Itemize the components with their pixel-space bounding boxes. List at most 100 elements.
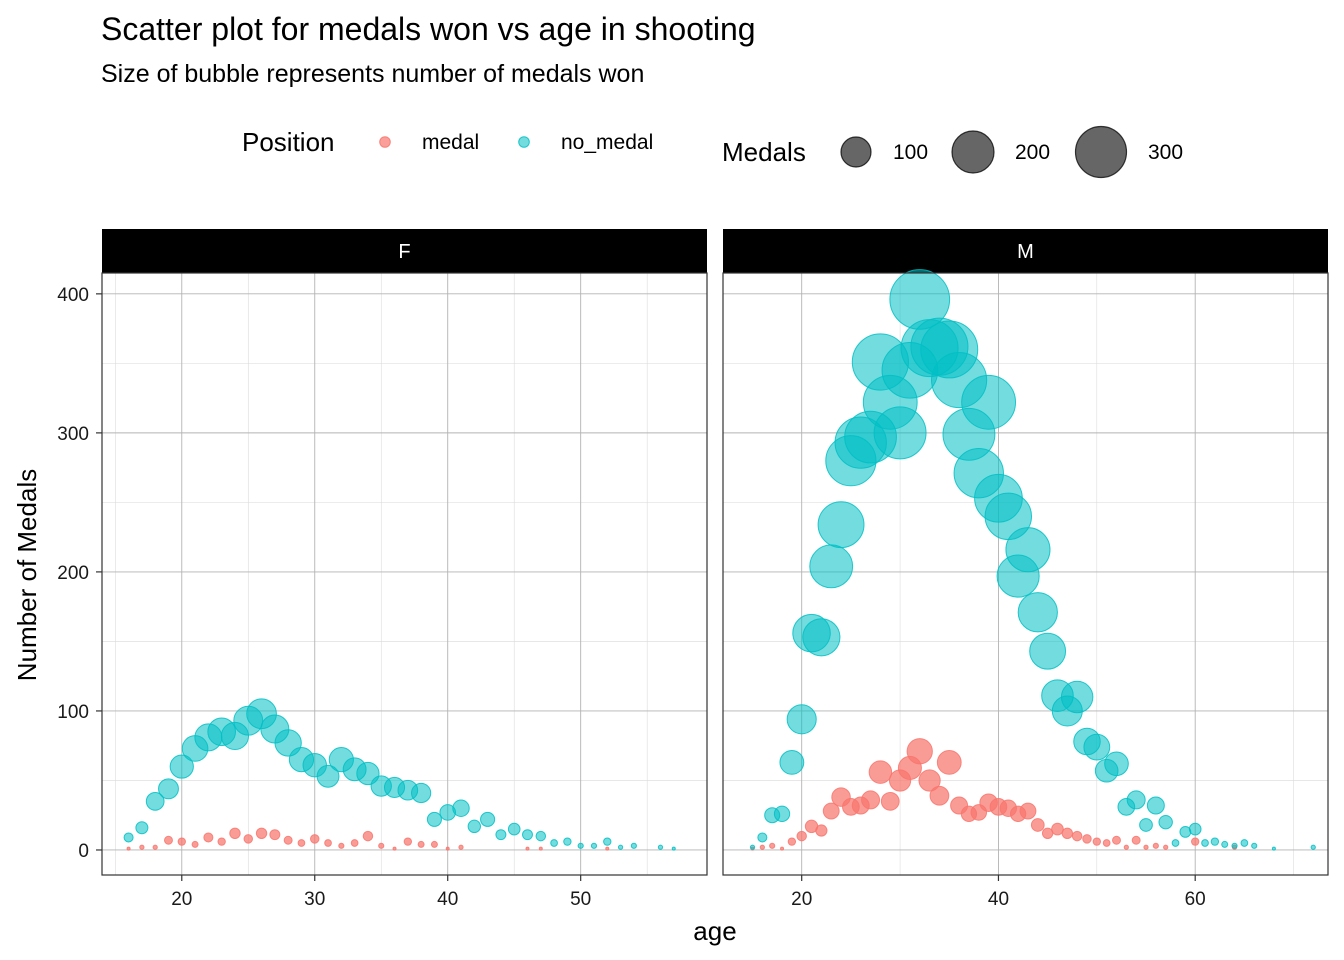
data-point-no-medal <box>825 435 877 487</box>
data-point-no-medal <box>426 811 442 827</box>
data-point-no-medal <box>1139 818 1153 832</box>
data-point-no-medal <box>1310 844 1316 850</box>
x-tick-label: 40 <box>988 889 1009 910</box>
data-point-medal <box>1009 805 1027 822</box>
data-point-medal <box>780 846 785 851</box>
legend-key-medal <box>379 136 391 148</box>
data-point-no-medal <box>135 821 149 835</box>
data-point-medal <box>787 837 797 846</box>
y-tick-label: 400 <box>57 285 89 306</box>
data-point-medal <box>1112 835 1121 845</box>
data-point-medal <box>880 791 900 811</box>
data-point-medal <box>164 835 173 845</box>
data-point-no-medal <box>749 844 756 850</box>
data-point-no-medal <box>657 844 664 850</box>
data-point-medal <box>283 835 293 845</box>
data-point-no-medal <box>1251 842 1258 849</box>
chart-subtitle: Size of bubble represents number of meda… <box>101 60 644 88</box>
legend-key-no-medal <box>518 136 530 148</box>
data-point-medal <box>960 805 978 822</box>
legend-label-medal: medal <box>422 131 479 154</box>
data-point-no-medal <box>1146 796 1165 815</box>
data-point-no-medal <box>169 754 194 779</box>
data-point-medal <box>1131 835 1141 845</box>
data-point-medal <box>243 834 254 844</box>
data-point-no-medal <box>590 842 598 849</box>
data-point-no-medal <box>1231 842 1238 849</box>
y-axis: 0 100 200 300 400 <box>57 285 102 862</box>
data-point-medal <box>430 840 438 848</box>
data-point-medal <box>929 785 950 806</box>
y-tick-label: 0 <box>78 841 89 862</box>
legend-size-label-300: 300 <box>1148 141 1183 164</box>
data-point-medal <box>403 837 412 846</box>
data-point-medal <box>1143 844 1149 850</box>
y-tick-label: 300 <box>57 424 89 445</box>
data-point-no-medal <box>1017 592 1058 633</box>
data-point-no-medal <box>617 844 624 850</box>
data-point-medal <box>139 844 145 850</box>
y-tick-label: 200 <box>57 563 89 584</box>
facet-strip-label: F <box>398 241 410 263</box>
data-point-medal <box>1051 822 1064 836</box>
data-point-medal <box>842 798 860 816</box>
data-point-no-medal <box>535 830 547 842</box>
data-point-medal <box>1163 844 1169 850</box>
data-point-medal <box>152 844 158 850</box>
data-point-no-medal <box>1029 632 1067 670</box>
data-point-no-medal <box>495 829 507 841</box>
facet-strip-label: M <box>1017 241 1034 263</box>
data-point-medal <box>177 837 186 846</box>
data-point-medal <box>362 830 374 842</box>
x-tick-label: 60 <box>1185 889 1206 910</box>
data-point-no-medal <box>1201 839 1209 847</box>
legend-size-label-100: 100 <box>893 141 928 164</box>
y-tick-label: 100 <box>57 702 89 723</box>
data-point-medal <box>338 842 345 849</box>
data-point-no-medal <box>1179 825 1192 838</box>
data-point-medal <box>1152 842 1159 849</box>
data-point-no-medal <box>1240 839 1249 847</box>
y-axis-label: Number of Medals <box>12 469 42 681</box>
x-tick-label: 20 <box>171 889 192 910</box>
legend: Position medal no_medal Medals 100 200 3… <box>242 125 1183 179</box>
data-point-no-medal <box>757 832 768 843</box>
data-point-medal <box>191 840 199 848</box>
data-point-no-medal <box>181 735 209 762</box>
data-point-no-medal <box>779 749 805 775</box>
data-point-medal <box>392 846 397 851</box>
data-point-medal <box>822 802 840 820</box>
data-point-medal <box>324 839 332 847</box>
data-point-no-medal <box>411 782 432 804</box>
data-point-medal <box>1030 818 1045 832</box>
x-tick-label: 20 <box>791 889 812 910</box>
legend-size-label-200: 200 <box>1015 141 1050 164</box>
x-axis-label: age <box>693 916 736 946</box>
x-tick-label: 50 <box>570 889 591 910</box>
data-point-no-medal <box>316 764 340 788</box>
facet-strip <box>723 229 1328 273</box>
data-point-medal <box>1102 839 1111 847</box>
data-point-no-medal <box>550 839 558 847</box>
data-point-medal <box>1123 844 1129 850</box>
panel-border <box>722 272 1329 876</box>
data-point-medal <box>203 832 214 843</box>
data-point-no-medal <box>507 822 521 836</box>
data-point-medal <box>417 840 425 848</box>
data-point-no-medal <box>1271 846 1276 851</box>
data-point-no-medal <box>1158 814 1173 830</box>
data-point-no-medal <box>220 721 250 751</box>
data-point-medal <box>297 839 306 847</box>
data-point-medal <box>918 769 941 792</box>
data-point-medal <box>126 846 131 851</box>
data-point-no-medal <box>809 544 854 589</box>
data-point-no-medal <box>802 618 841 657</box>
data-point-medal <box>936 749 962 775</box>
data-point-medal <box>217 837 226 846</box>
data-point-medal <box>1041 827 1054 839</box>
data-point-no-medal <box>563 837 572 846</box>
data-point-medal <box>525 846 530 851</box>
data-point-medal <box>229 827 241 839</box>
legend-size-key-300 <box>1074 125 1128 179</box>
